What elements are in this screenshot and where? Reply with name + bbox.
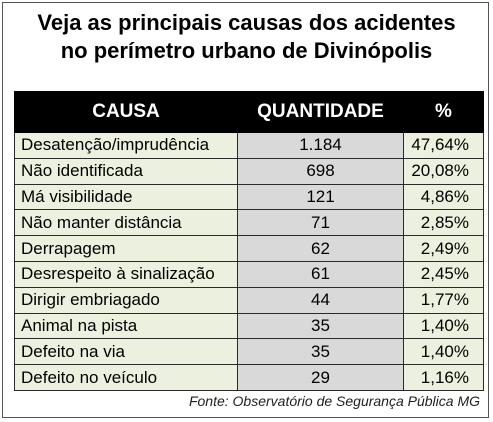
percent-cell: 1,40%	[403, 312, 484, 340]
infographic-title: Veja as principais causas dos acidentes …	[3, 9, 490, 65]
table-header-row: CAUSA QUANTIDADE %	[14, 91, 484, 133]
cause-cell: Desrespeito à sinalização	[14, 260, 238, 288]
percent-cell: 47,64%	[403, 132, 484, 159]
quantity-cell: 71	[237, 209, 404, 237]
percent-cell: 1,16%	[403, 364, 484, 391]
accident-causes-table: CAUSA QUANTIDADE % Desatenção/imprudênci…	[14, 91, 484, 391]
header-cause: CAUSA	[14, 91, 238, 133]
table-row: Defeito na via 35 1,40%	[14, 338, 484, 366]
infographic-frame: Veja as principais causas dos acidentes …	[2, 2, 489, 418]
quantity-cell: 121	[237, 183, 404, 211]
quantity-cell: 698	[237, 157, 404, 185]
cause-cell: Defeito no veículo	[14, 364, 238, 391]
table-row: Dirigir embriagado 44 1,77%	[14, 286, 484, 314]
quantity-cell: 29	[237, 364, 404, 391]
title-line-2: no perímetro urbano de Divinópolis	[60, 38, 433, 63]
quantity-cell: 35	[237, 338, 404, 366]
cause-cell: Não manter distância	[14, 209, 238, 237]
cause-cell: Derrapagem	[14, 235, 238, 262]
header-quantity: QUANTIDADE	[237, 91, 404, 133]
percent-cell: 1,40%	[403, 338, 484, 366]
header-percent: %	[403, 91, 484, 133]
table-row: Não identificada 698 20,08%	[14, 157, 484, 185]
percent-cell: 20,08%	[403, 157, 484, 185]
percent-cell: 2,45%	[403, 260, 484, 288]
title-line-1: Veja as principais causas dos acidentes	[37, 10, 456, 35]
table-row: Desrespeito à sinalização 61 2,45%	[14, 260, 484, 288]
percent-cell: 2,85%	[403, 209, 484, 237]
quantity-cell: 44	[237, 286, 404, 314]
quantity-cell: 1.184	[237, 132, 404, 159]
table-row: Defeito no veículo 29 1,16%	[14, 364, 484, 391]
table-row: Derrapagem 62 2,49%	[14, 235, 484, 262]
table-row: Má visibilidade 121 4,86%	[14, 183, 484, 211]
cause-cell: Dirigir embriagado	[14, 286, 238, 314]
quantity-cell: 35	[237, 312, 404, 340]
cause-cell: Não identificada	[14, 157, 238, 185]
table-row: Não manter distância 71 2,85%	[14, 209, 484, 237]
table-row: Animal na pista 35 1,40%	[14, 312, 484, 340]
percent-cell: 4,86%	[403, 183, 484, 211]
quantity-cell: 62	[237, 235, 404, 262]
percent-cell: 2,49%	[403, 235, 484, 262]
source-citation: Fonte: Observatório de Segurança Pública…	[188, 393, 480, 409]
cause-cell: Desatenção/imprudência	[14, 132, 238, 159]
table-row: Desatenção/imprudência 1.184 47,64%	[14, 132, 484, 159]
cause-cell: Defeito na via	[14, 338, 238, 366]
quantity-cell: 61	[237, 260, 404, 288]
cause-cell: Má visibilidade	[14, 183, 238, 211]
percent-cell: 1,77%	[403, 286, 484, 314]
cause-cell: Animal na pista	[14, 312, 238, 340]
